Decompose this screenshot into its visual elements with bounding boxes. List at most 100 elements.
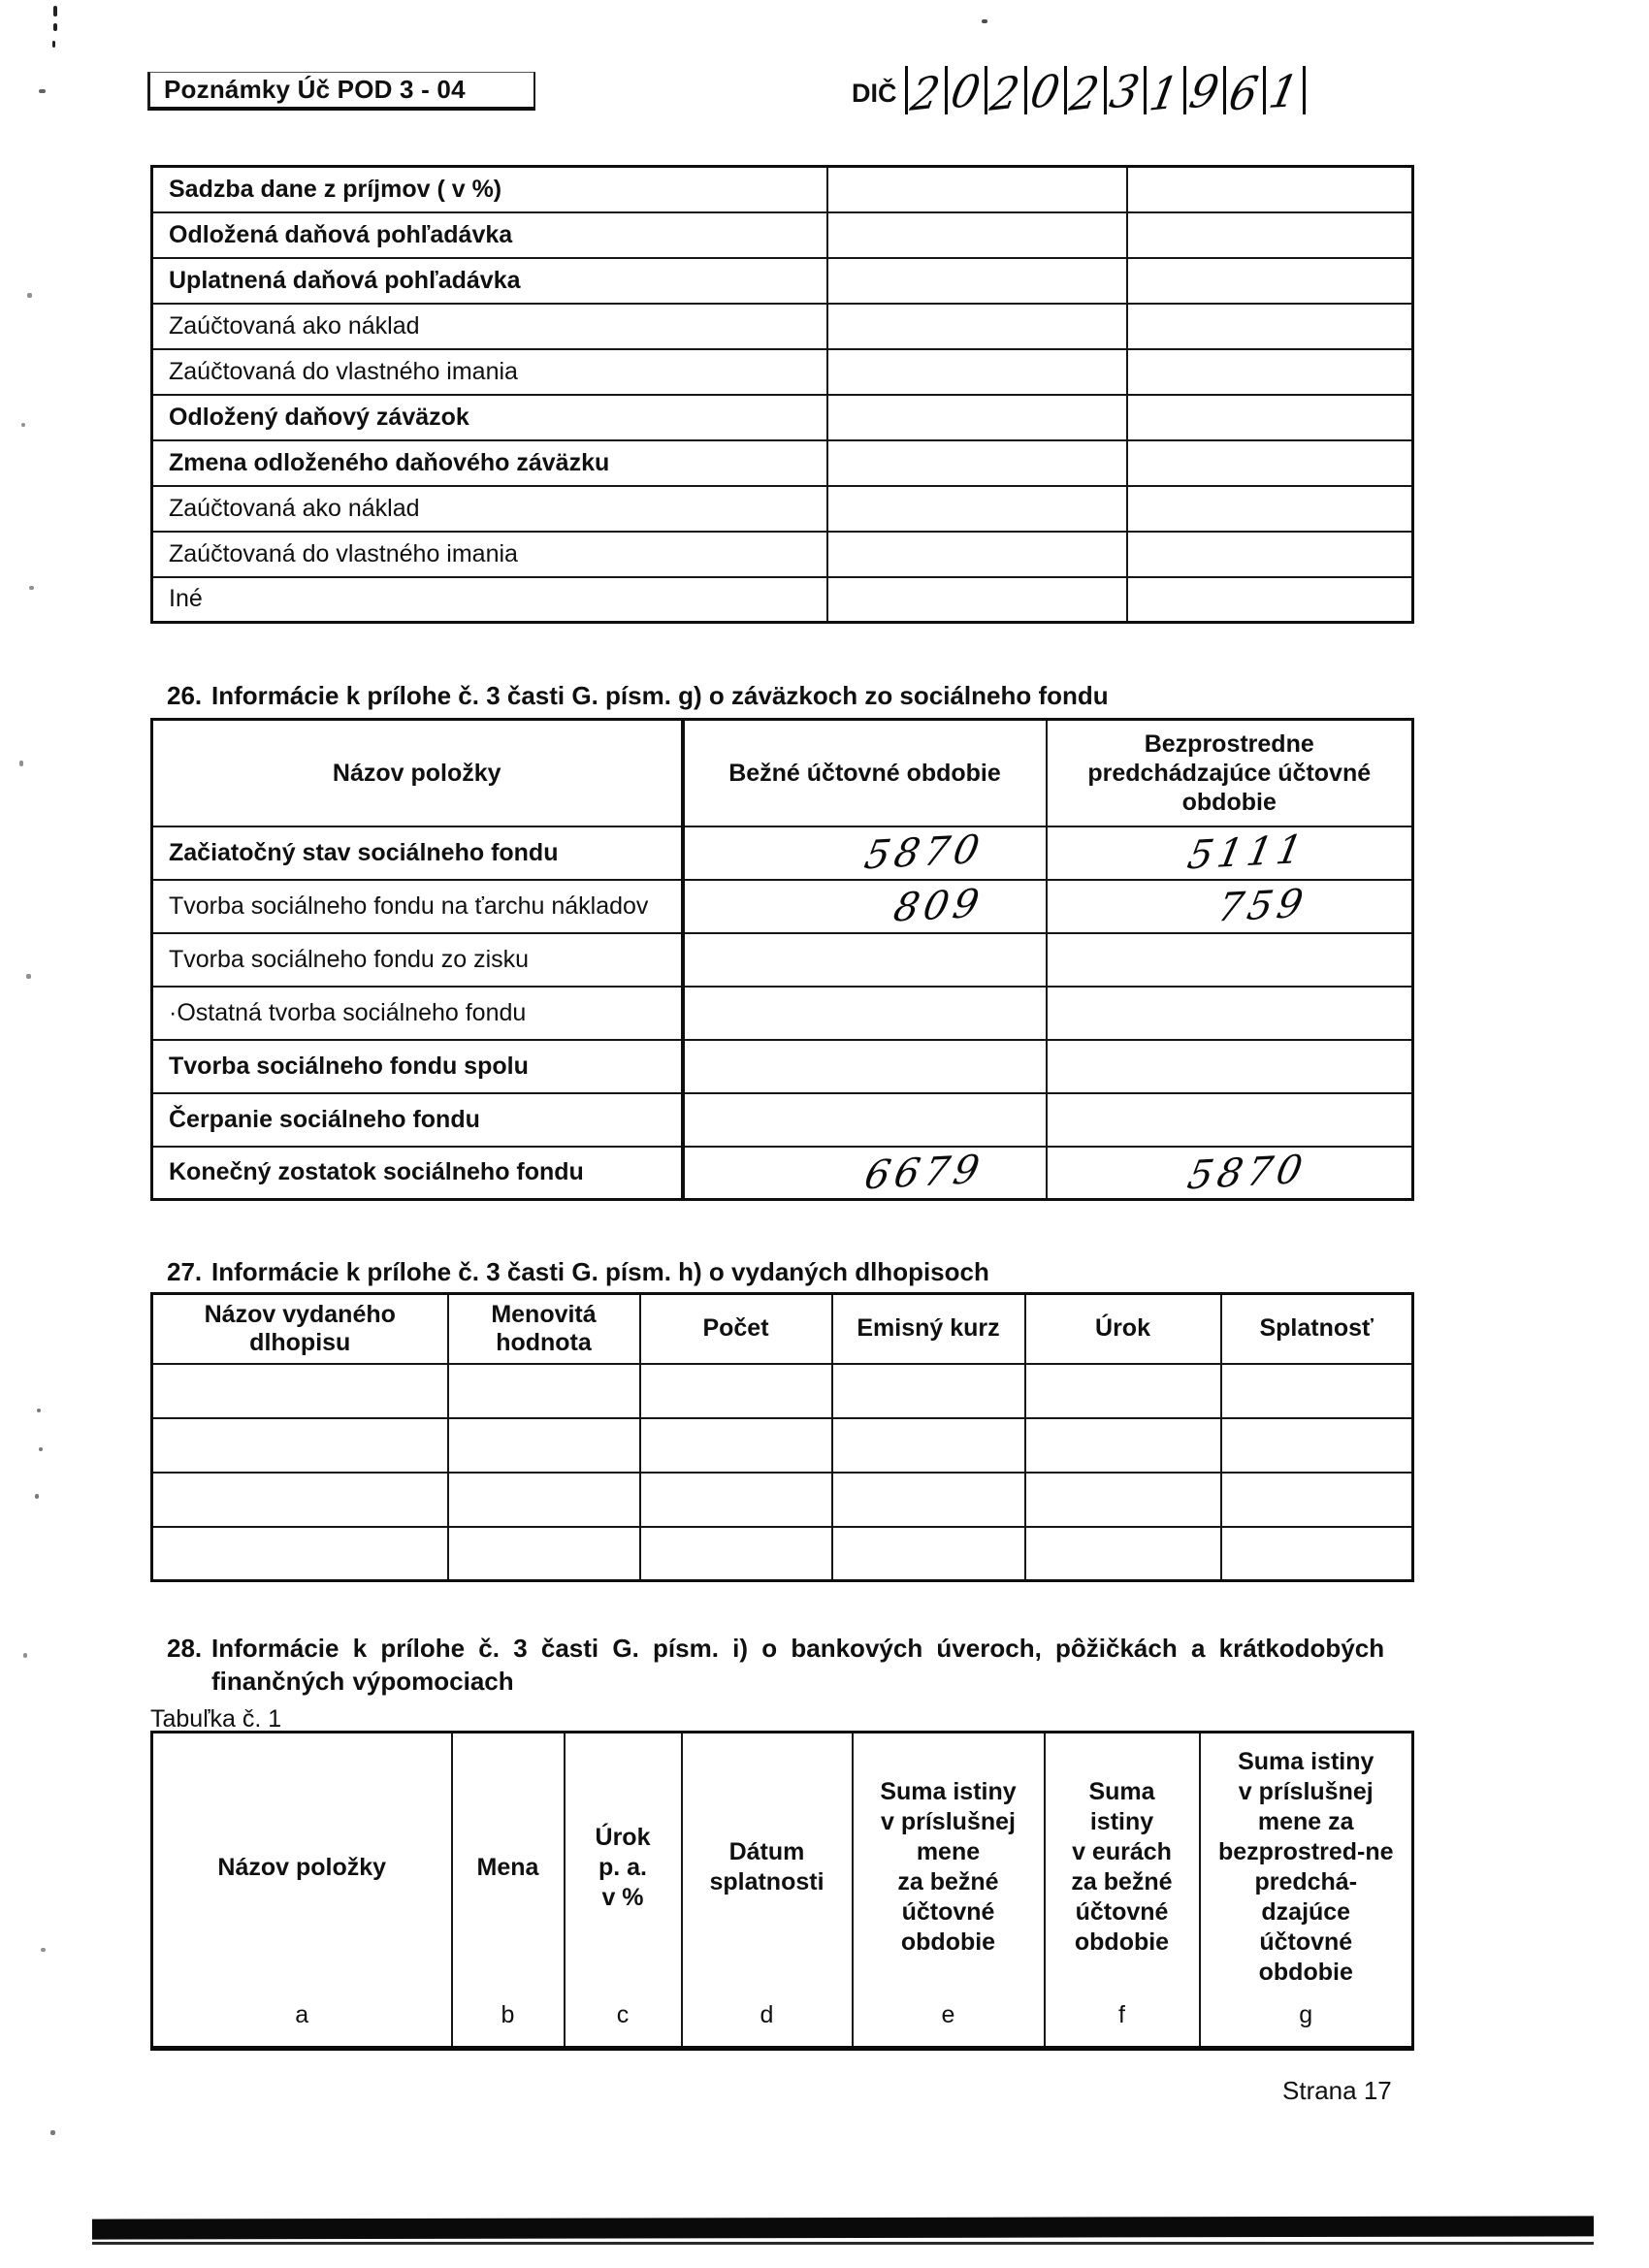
column-header: Mena — [476, 1853, 539, 1881]
value-cell-previous: 5111 — [1045, 825, 1414, 881]
column-header: Suma istiny v eurách za bežné účtovné ob… — [1071, 1778, 1173, 1956]
column-cell: Názov položky a — [150, 1731, 453, 2050]
dic-digit-cell: 9 — [1182, 65, 1223, 118]
column-header: Názov vydaného dlhopisu — [150, 1292, 449, 1365]
table-row: Konečný zostatok sociálneho fondu 6679 5… — [150, 1145, 1414, 1201]
bank-loans-table: Názov položky a Mena b Úrok p. a. v % c Dát… — [150, 1731, 1414, 2051]
column-cell: Mena b — [450, 1731, 566, 2050]
dic-digit-cell: 2 — [1063, 66, 1104, 121]
value-cell-previous — [1045, 1038, 1414, 1094]
social-fund-table: Názov položky Bežné účtovné obdobie Bezp… — [150, 718, 1414, 1201]
row-label: Zaúčtovaná ako náklad — [150, 302, 828, 350]
table-header-row: Názov vydaného dlhopisu Menovitá hodnota… — [150, 1292, 1414, 1365]
section-26-heading: 26. Informácie k prílohe č. 3 časti G. p… — [167, 679, 1109, 712]
scan-bar-shadow — [92, 2242, 1594, 2245]
dic-digit-cell: 6 — [1222, 66, 1263, 121]
handwritten-value: 5870 — [860, 826, 987, 879]
empty-row — [150, 1525, 1414, 1582]
section-number: 27. — [167, 1257, 203, 1286]
column-letter: c — [616, 2001, 630, 2028]
value-cell-current: 809 — [681, 878, 1048, 934]
row-label: Tvorba sociálneho fondu na ťarchu náklad… — [150, 878, 685, 934]
table-row: Tvorba sociálneho fondu zo zisku — [150, 931, 1414, 988]
table-row: Iné — [150, 575, 1414, 624]
value-cell — [1125, 484, 1414, 533]
column-header: Bežné účtovné obdobie — [681, 718, 1048, 827]
column-header: Suma istiny v príslušnej mene za bežné ú… — [880, 1778, 1017, 1956]
row-label: Konečný zostatok sociálneho fondu — [150, 1145, 685, 1201]
heading-line-2: finančných výpomociach — [211, 1667, 514, 1696]
column-cell: Suma istiny v eurách za bežné účtovné ob… — [1043, 1731, 1201, 2050]
row-label: Uplatnená daňová pohľadávka — [150, 256, 828, 305]
handwritten-digit: 0 — [1026, 64, 1065, 119]
bonds-table: Názov vydaného dlhopisu Menovitá hodnota… — [150, 1292, 1414, 1582]
column-letter: d — [760, 2001, 774, 2028]
section-number: 28. — [167, 1634, 203, 1663]
table-caption: Tabuľka č. 1 — [150, 1705, 282, 1733]
row-label: Odložený daňový záväzok — [150, 393, 828, 441]
table-row: Tvorba sociálneho fondu spolu — [150, 1038, 1414, 1094]
column-header: Názov položky — [150, 718, 685, 827]
empty-row — [150, 1471, 1414, 1528]
column-cell: Úrok p. a. v % c — [563, 1731, 683, 2050]
value-cell — [1125, 347, 1414, 396]
table-row: Sadzba dane z príjmov ( v %) — [150, 165, 1414, 213]
column-letter: g — [1299, 2001, 1313, 2028]
value-cell-current — [681, 985, 1048, 1041]
handwritten-value: 6679 — [860, 1147, 987, 1199]
column-header: Splatnosť — [1219, 1292, 1414, 1365]
column-header: Názov položky — [217, 1853, 387, 1881]
column-cell: Suma istiny v príslušnej mene za bežné ú… — [851, 1731, 1046, 2050]
table-row: Čerpanie sociálneho fondu — [150, 1091, 1414, 1148]
section-title: Informácie k prílohe č. 3 časti G. písm.… — [211, 681, 1109, 710]
handwritten-digit: 1 — [1146, 65, 1183, 122]
column-cell: Dátum splatnosti d — [680, 1731, 854, 2050]
row-label: Zaúčtovaná ako náklad — [150, 484, 828, 533]
value-cell-current: 5870 — [681, 825, 1048, 881]
row-label: Sadzba dane z príjmov ( v %) — [150, 165, 828, 213]
value-cell-current — [681, 1091, 1048, 1148]
table-row: Zaúčtovaná do vlastného imania — [150, 347, 1414, 396]
value-cell — [825, 165, 1128, 213]
table-row: Uplatnená daňová pohľadávka — [150, 256, 1414, 305]
table-header-row: Názov položky a Mena b Úrok p. a. v % c Dát… — [150, 1731, 1414, 2050]
deferred-tax-table: Sadzba dane z príjmov ( v %) Odložená da… — [150, 165, 1414, 624]
table-header-row: Názov položky Bežné účtovné obdobie Bezp… — [150, 718, 1414, 827]
dic-digit-cell: 1 — [1143, 66, 1183, 121]
value-cell — [1125, 438, 1414, 487]
table-row: Zaúčtovaná ako náklad — [150, 302, 1414, 350]
page-number: Strana 17 — [1282, 2076, 1392, 2105]
value-cell — [1125, 530, 1414, 578]
handwritten-value: 5111 — [1183, 826, 1311, 879]
section-number: 26. — [167, 681, 203, 710]
table-row: Zaúčtovaná do vlastného imania — [150, 530, 1414, 578]
value-cell — [1125, 256, 1414, 305]
column-letter: b — [501, 2001, 515, 2028]
column-header: Dátum splatnosti — [709, 1838, 824, 1895]
value-cell — [1125, 211, 1414, 259]
handwritten-value: 5870 — [1183, 1147, 1311, 1199]
value-cell-previous — [1045, 1091, 1414, 1148]
dic-digit-cell: 0 — [1023, 64, 1065, 119]
column-letter: f — [1118, 2001, 1125, 2028]
row-label: Iné — [150, 575, 828, 624]
value-cell-previous — [1045, 985, 1414, 1041]
row-label: ·Ostatná tvorba sociálneho fondu — [150, 985, 685, 1041]
column-letter: a — [295, 2001, 309, 2028]
row-label: Tvorba sociálneho fondu zo zisku — [150, 931, 685, 988]
column-header: Bezprostredne predchádzajúce účtovné obd… — [1045, 718, 1414, 827]
dic-digit-cell: 0 — [944, 65, 985, 118]
dic-digit-cell: 2 — [984, 66, 1024, 121]
value-cell-previous: 759 — [1045, 878, 1414, 934]
column-header: Úrok — [1023, 1292, 1222, 1365]
empty-row — [150, 1362, 1414, 1419]
value-cell — [1125, 302, 1414, 350]
dic-digit-cell: 3 — [1103, 65, 1144, 118]
dic-digit-comb: 2 0 2 0 2 3 1 9 6 1 — [904, 64, 1306, 121]
handwritten-value: 809 — [889, 881, 987, 931]
value-cell-current — [681, 931, 1048, 988]
table-row: Zaúčtovaná ako náklad — [150, 484, 1414, 533]
table-row: Začiatočný stav sociálneho fondu 5870 51… — [150, 825, 1414, 881]
table-row: ·Ostatná tvorba sociálneho fondu — [150, 985, 1414, 1041]
